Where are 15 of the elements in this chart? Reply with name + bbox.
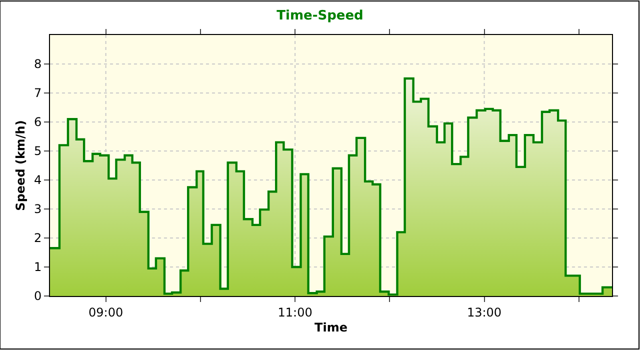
x-tick-label: 11:00	[278, 305, 312, 320]
y-tick-label: 5	[34, 144, 42, 158]
y-tick-label: 1	[34, 260, 42, 274]
x-tick-label: 13:00	[466, 305, 502, 320]
y-tick-label: 6	[34, 115, 42, 130]
y-axis-title: Speed (km/h)	[13, 120, 28, 211]
y-tick-label: 4	[34, 173, 42, 188]
x-tick-label: 09:00	[88, 305, 124, 320]
y-tick-label: 2	[34, 231, 42, 246]
y-tick-label: 0	[34, 289, 42, 304]
y-tick-label: 7	[34, 86, 42, 100]
y-tick-label: 8	[34, 57, 42, 72]
x-axis-title: Time	[314, 320, 348, 334]
chart-title: Time-Speed	[276, 8, 364, 24]
y-tick-label: 3	[34, 202, 42, 216]
